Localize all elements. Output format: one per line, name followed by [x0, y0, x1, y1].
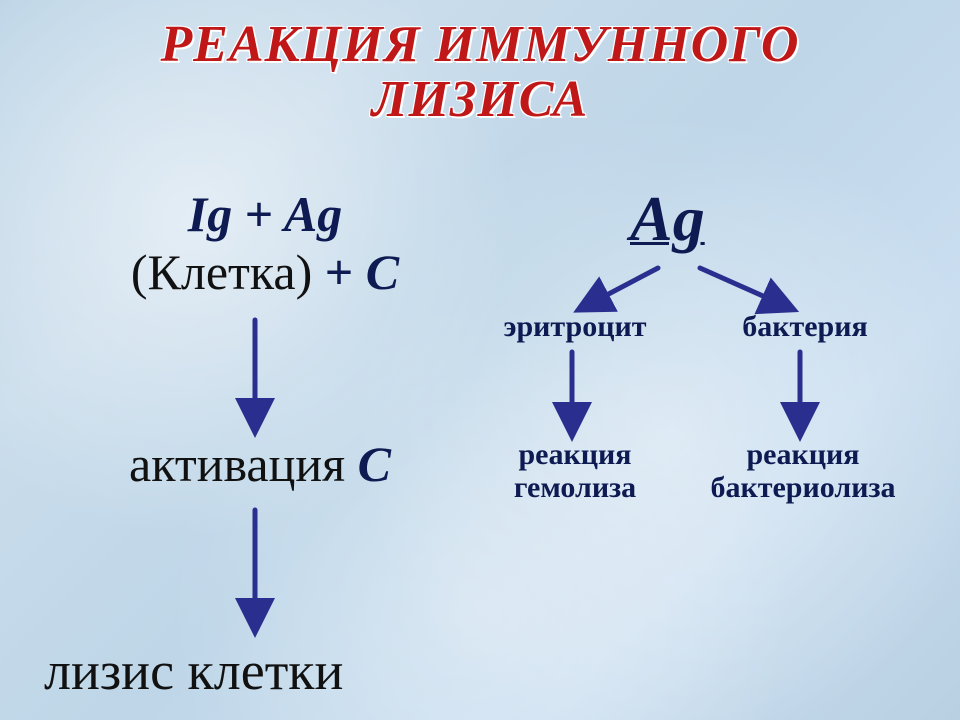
activation: активация C: [60, 435, 460, 493]
formula-c: C: [366, 244, 399, 300]
formula: Ig + Ag (Клетка) + C: [70, 186, 460, 301]
slide-title: РЕАКЦИЯ ИММУННОГО ЛИЗИСА: [0, 18, 960, 127]
formula-ig: Ig: [188, 186, 232, 242]
formula-cell-close: ): [296, 244, 313, 300]
branch-bottom-1: реакция бактериолиза: [698, 438, 908, 504]
branch-bottom-0-l1: реакция: [518, 438, 631, 471]
branch-top-0: эритроцит: [500, 310, 650, 343]
ag-heading: Ag: [630, 182, 705, 256]
branch-top-1-text: бактерия: [742, 310, 868, 343]
lysis-text: лизис клетки: [44, 641, 343, 701]
branch-bottom-1-l1: реакция: [746, 438, 859, 471]
ag-heading-text: Ag: [630, 183, 705, 254]
formula-plus2: +: [325, 244, 354, 300]
title-line2: ЛИЗИСА: [372, 71, 588, 128]
arrow: [582, 268, 658, 308]
activation-text: активация: [129, 436, 345, 492]
branch-top-0-text: эритроцит: [503, 310, 646, 343]
arrow: [700, 268, 790, 308]
activation-c: C: [358, 436, 391, 492]
branch-bottom-0-l2: гемолиза: [514, 471, 636, 504]
branch-top-1: бактерия: [730, 310, 880, 343]
branch-bottom-1-l2: бактериолиза: [710, 471, 895, 504]
title-line1: РЕАКЦИЯ ИММУННОГО: [161, 16, 800, 73]
lysis: лизис клетки: [44, 640, 474, 702]
formula-plus1: +: [245, 186, 274, 242]
slide: РЕАКЦИЯ ИММУННОГО ЛИЗИСА Ig + Ag (Клетка…: [0, 0, 960, 720]
branch-bottom-0: реакция гемолиза: [485, 438, 665, 504]
formula-cell: Клетка: [148, 244, 296, 300]
formula-ag: Ag: [284, 186, 342, 242]
formula-cell-open: (: [131, 244, 148, 300]
